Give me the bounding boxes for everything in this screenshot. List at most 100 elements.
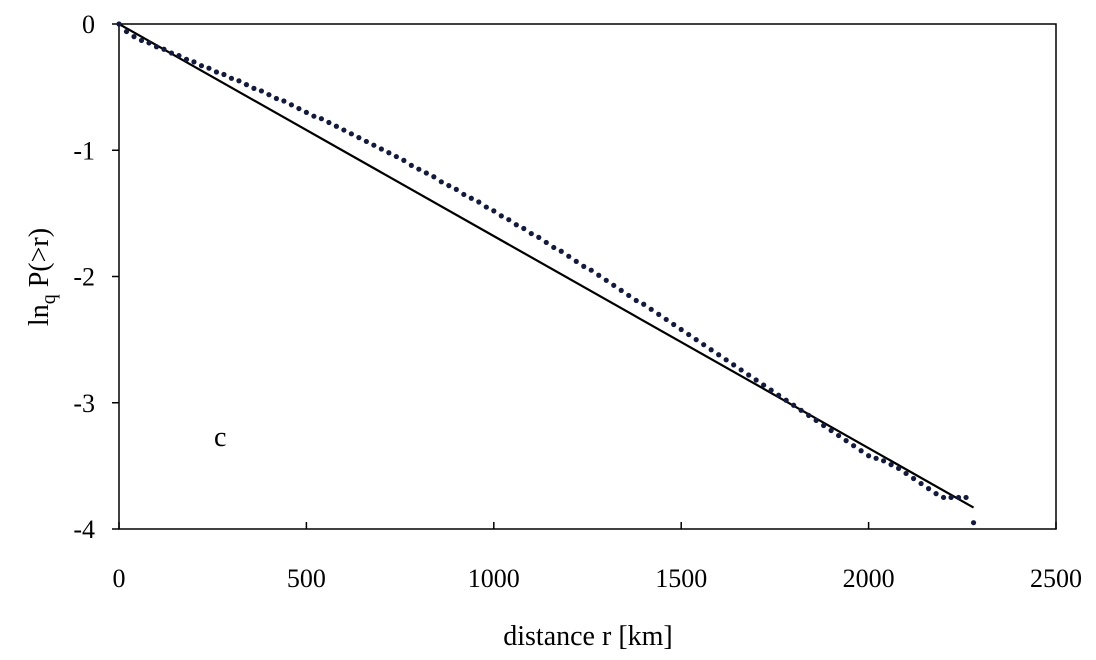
y-axis-label: lnq P(>r): [24, 228, 60, 326]
data-point: [618, 287, 624, 293]
data-point: [198, 63, 205, 69]
data-point: [506, 217, 512, 223]
data-point: [918, 480, 924, 487]
data-point: [536, 234, 542, 240]
data-point: [821, 422, 827, 429]
data-point: [206, 65, 212, 71]
data-point: [461, 191, 467, 198]
plot-frame: [118, 23, 1057, 530]
data-point: [266, 92, 272, 98]
y-axis-label-rest: P(>r): [24, 228, 55, 294]
data-point: [611, 282, 617, 288]
data-point: [573, 258, 579, 264]
data-point: [940, 494, 947, 501]
data-point: [483, 204, 489, 210]
data-point: [318, 116, 324, 122]
data-point: [356, 135, 362, 141]
data-point: [828, 427, 834, 434]
data-point: [153, 44, 160, 50]
data-point: [746, 372, 752, 378]
data-point: [311, 113, 317, 119]
data-point: [678, 326, 684, 333]
x-axis-label: distance r [km]: [503, 621, 673, 652]
data-point: [123, 28, 130, 35]
data-point: [851, 443, 857, 449]
data-point: [663, 316, 669, 323]
data-point: [228, 75, 235, 81]
data-point: [251, 85, 257, 91]
data-point: [326, 119, 332, 126]
data-point: [341, 127, 347, 133]
y-tick-label: -1: [73, 136, 95, 165]
data-point: [288, 102, 295, 108]
y-tick-label: 0: [82, 10, 95, 39]
x-tick-label: 500: [287, 564, 326, 593]
data-point: [888, 462, 894, 468]
data-point: [543, 239, 549, 246]
data-point: [131, 34, 137, 40]
data-point: [168, 50, 175, 56]
data-point: [408, 162, 414, 168]
data-point: [970, 520, 977, 526]
data-point: [566, 253, 572, 259]
data-point: [243, 82, 250, 88]
data-point: [296, 105, 302, 112]
y-axis-label-main: ln: [24, 304, 55, 326]
x-tick-label: 1000: [468, 564, 520, 593]
data-point: [221, 71, 227, 78]
data-point: [333, 123, 339, 129]
data-point: [701, 342, 707, 348]
data-point: [401, 157, 407, 163]
data-point: [528, 230, 534, 237]
data-point: [768, 387, 774, 393]
data-point: [738, 367, 744, 373]
data-point: [910, 475, 917, 482]
data-point: [731, 362, 737, 368]
data-point: [686, 331, 692, 338]
data-point: [491, 208, 497, 214]
data-point: [416, 166, 422, 172]
data-point: [363, 138, 369, 145]
data-point: [161, 46, 167, 52]
data-point: [588, 267, 594, 273]
data-point: [446, 183, 452, 189]
data-point: [476, 199, 482, 205]
data-point: [948, 494, 954, 501]
data-point: [146, 40, 152, 46]
data-point: [236, 78, 242, 84]
data-point: [806, 412, 812, 418]
y-tick-label: -2: [73, 263, 95, 292]
data-point: [761, 382, 767, 388]
data-point: [273, 95, 280, 102]
data-point: [371, 142, 377, 148]
data-point: [303, 109, 309, 115]
data-point: [693, 337, 699, 343]
data-point: [963, 494, 969, 501]
data-point: [776, 392, 782, 398]
data-point: [671, 321, 677, 328]
x-tick-label: 1500: [655, 564, 707, 593]
panel-annotation: c: [214, 422, 226, 453]
data-point: [581, 263, 587, 269]
data-point: [798, 407, 804, 413]
data-point: [596, 272, 602, 278]
data-point: [933, 491, 939, 497]
x-tick-label: 0: [113, 564, 126, 593]
data-point: [791, 402, 797, 408]
data-point: [521, 225, 527, 232]
data-point: [656, 311, 662, 317]
data-point: [258, 88, 265, 94]
data-point: [925, 486, 932, 492]
data-point: [191, 59, 197, 65]
data-point: [895, 465, 902, 471]
data-point: [633, 297, 639, 304]
data-point: [138, 37, 145, 44]
data-point: [836, 432, 842, 439]
data-point: [723, 357, 729, 363]
data-point: [903, 470, 909, 477]
data-point: [783, 397, 789, 403]
data-point: [513, 222, 519, 228]
data-point: [641, 301, 647, 307]
x-tick-label: 2000: [843, 564, 895, 593]
